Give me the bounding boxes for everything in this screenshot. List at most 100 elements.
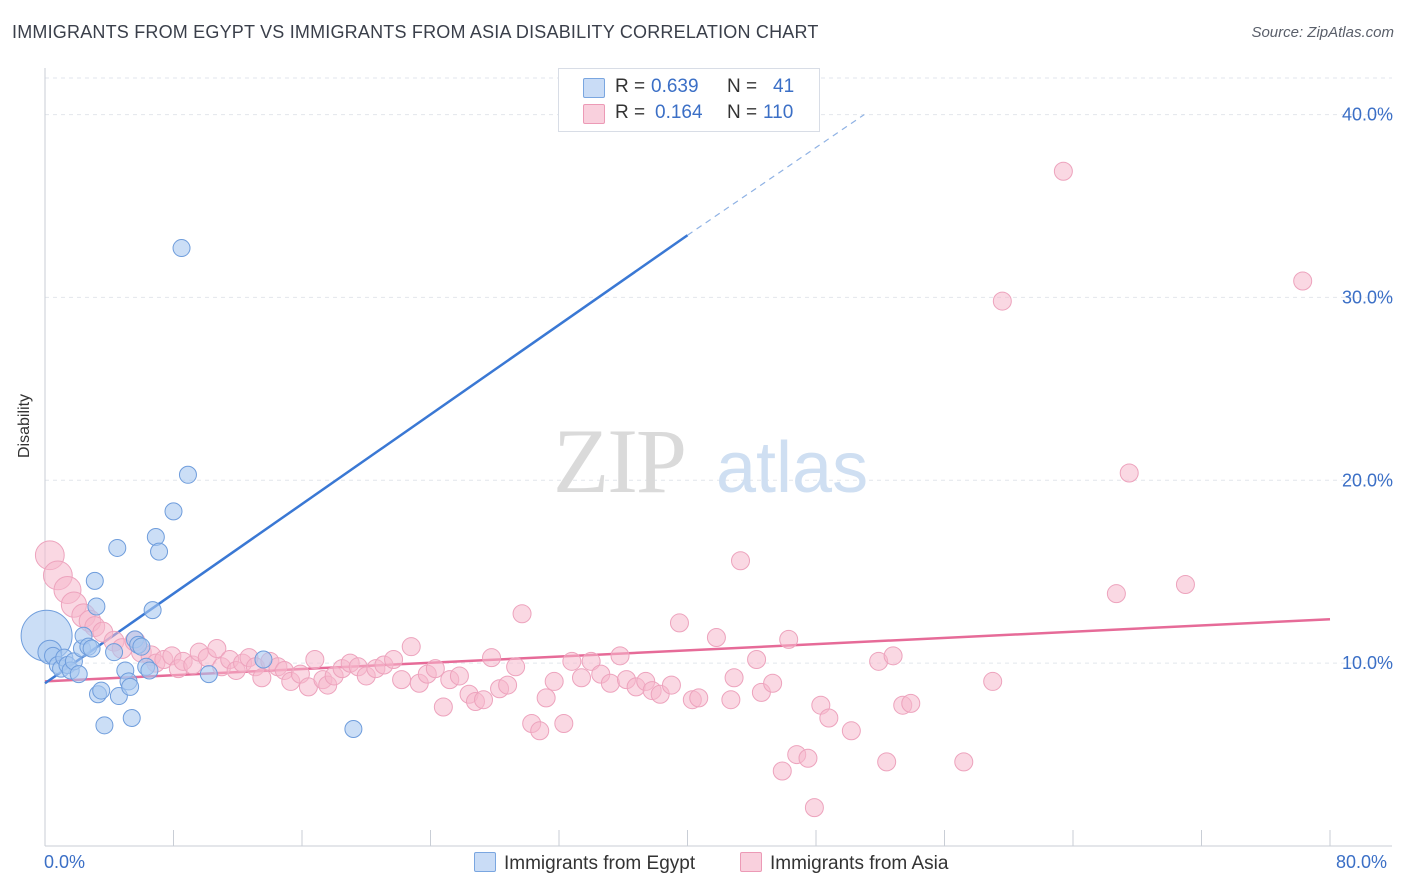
y-axis-label: Disability <box>16 393 33 458</box>
asia-point <box>819 708 839 728</box>
asia-point <box>992 291 1012 311</box>
legend-r-value: 0.164 <box>655 102 703 123</box>
asia-point <box>804 798 824 818</box>
asia-point <box>983 671 1003 691</box>
legend-label-egypt: Immigrants from Egypt <box>504 853 696 874</box>
watermark-atlas: atlas <box>716 428 868 508</box>
egypt-point <box>92 681 111 700</box>
egypt-point <box>95 716 114 735</box>
egypt-point <box>105 643 124 662</box>
asia-point <box>401 637 421 657</box>
asia-point <box>554 713 574 733</box>
asia-point <box>779 629 799 649</box>
legend-swatch-asia <box>740 852 762 872</box>
egypt-point <box>122 709 141 727</box>
y-tick-label: 20.0% <box>1342 470 1393 490</box>
legend-item-egypt: Immigrants from Egypt <box>474 852 695 875</box>
asia-point <box>506 657 526 677</box>
egypt-point <box>199 665 218 684</box>
asia-point <box>669 613 689 633</box>
chart-title: IMMIGRANTS FROM EGYPT VS IMMIGRANTS FROM… <box>12 22 819 42</box>
egypt-point <box>150 542 169 561</box>
asia-point <box>512 604 532 624</box>
y-tick-label: 10.0% <box>1342 653 1393 673</box>
asia-point <box>1119 463 1139 483</box>
asia-point <box>1175 575 1195 595</box>
asia-point <box>772 761 792 781</box>
legend-r-label: R = <box>615 76 646 97</box>
x-tick-label-min: 0.0% <box>44 852 86 872</box>
asia-point <box>689 688 709 708</box>
asia-point <box>901 693 921 713</box>
asia-point <box>449 666 469 686</box>
legend-label-asia: Immigrants from Asia <box>770 853 949 874</box>
egypt-point <box>132 637 151 656</box>
asia-point <box>798 748 818 768</box>
asia-point <box>954 752 974 772</box>
egypt-point <box>172 239 191 258</box>
asia-point <box>474 690 494 710</box>
y-tick-labels: 10.0% 20.0% 30.0% 40.0% <box>1342 105 1393 674</box>
x-tick-label-max: 80.0% <box>1336 852 1388 872</box>
legend-swatch-egypt <box>583 78 605 98</box>
legend-n-value: 41 <box>773 76 795 97</box>
asia-point <box>1106 584 1126 604</box>
legend-item-asia: Immigrants from Asia <box>740 852 948 875</box>
egypt-point <box>143 601 162 620</box>
egypt-point <box>87 597 106 616</box>
asia-point <box>763 673 783 693</box>
watermark-zip: ZIP <box>553 410 685 512</box>
asia-point <box>536 688 556 708</box>
asia-point <box>600 673 620 693</box>
egypt-trend-extension <box>687 114 865 236</box>
egypt-point <box>121 677 140 696</box>
legend-n-label: N = <box>727 102 758 123</box>
asia-point <box>581 651 601 671</box>
asia-point <box>207 639 227 659</box>
asia-point <box>721 690 741 710</box>
legend-r-value: 0.639 <box>651 76 699 97</box>
egypt-point <box>254 650 273 669</box>
egypt-point <box>146 527 165 546</box>
egypt-point <box>69 665 88 684</box>
asia-point <box>1053 161 1073 181</box>
asia-point <box>562 651 582 671</box>
asia-point <box>571 668 591 688</box>
legend-r-label: R = <box>615 102 646 123</box>
grid-lines <box>45 77 1392 664</box>
asia-point <box>1293 271 1313 291</box>
egypt-point <box>108 538 127 557</box>
asia-point <box>498 675 518 695</box>
legend-n-label: N = <box>727 76 758 97</box>
legend-swatch-asia <box>583 104 605 124</box>
asia-point <box>661 675 681 695</box>
y-tick-label: 40.0% <box>1342 105 1393 125</box>
y-tick-label: 30.0% <box>1342 287 1393 307</box>
asia-point <box>706 628 726 648</box>
stats-legend: R = 0.639 N = 41 R = 0.164 N = 110 <box>558 68 820 132</box>
asia-point <box>877 752 897 772</box>
watermark: ZIP atlas <box>553 410 868 512</box>
egypt-point <box>178 465 197 484</box>
asia-point <box>384 649 404 669</box>
asia-point <box>747 649 767 669</box>
legend-swatch-egypt <box>474 852 496 872</box>
asia-point <box>425 659 445 679</box>
source-note: Source: ZipAtlas.com <box>1251 24 1394 41</box>
data-points <box>20 161 1313 818</box>
asia-point <box>392 670 412 690</box>
egypt-point <box>344 719 363 738</box>
asia-point <box>530 721 550 741</box>
egypt-point <box>82 639 101 658</box>
axes <box>44 68 1392 847</box>
asia-point <box>252 668 272 688</box>
asia-point <box>433 697 453 717</box>
egypt-point <box>85 571 104 590</box>
legend-n-value: 110 <box>763 102 794 123</box>
asia-point <box>482 648 502 668</box>
asia-point <box>883 646 903 666</box>
egypt-point <box>164 502 183 521</box>
asia-point <box>724 668 744 688</box>
egypt-point <box>140 661 159 680</box>
